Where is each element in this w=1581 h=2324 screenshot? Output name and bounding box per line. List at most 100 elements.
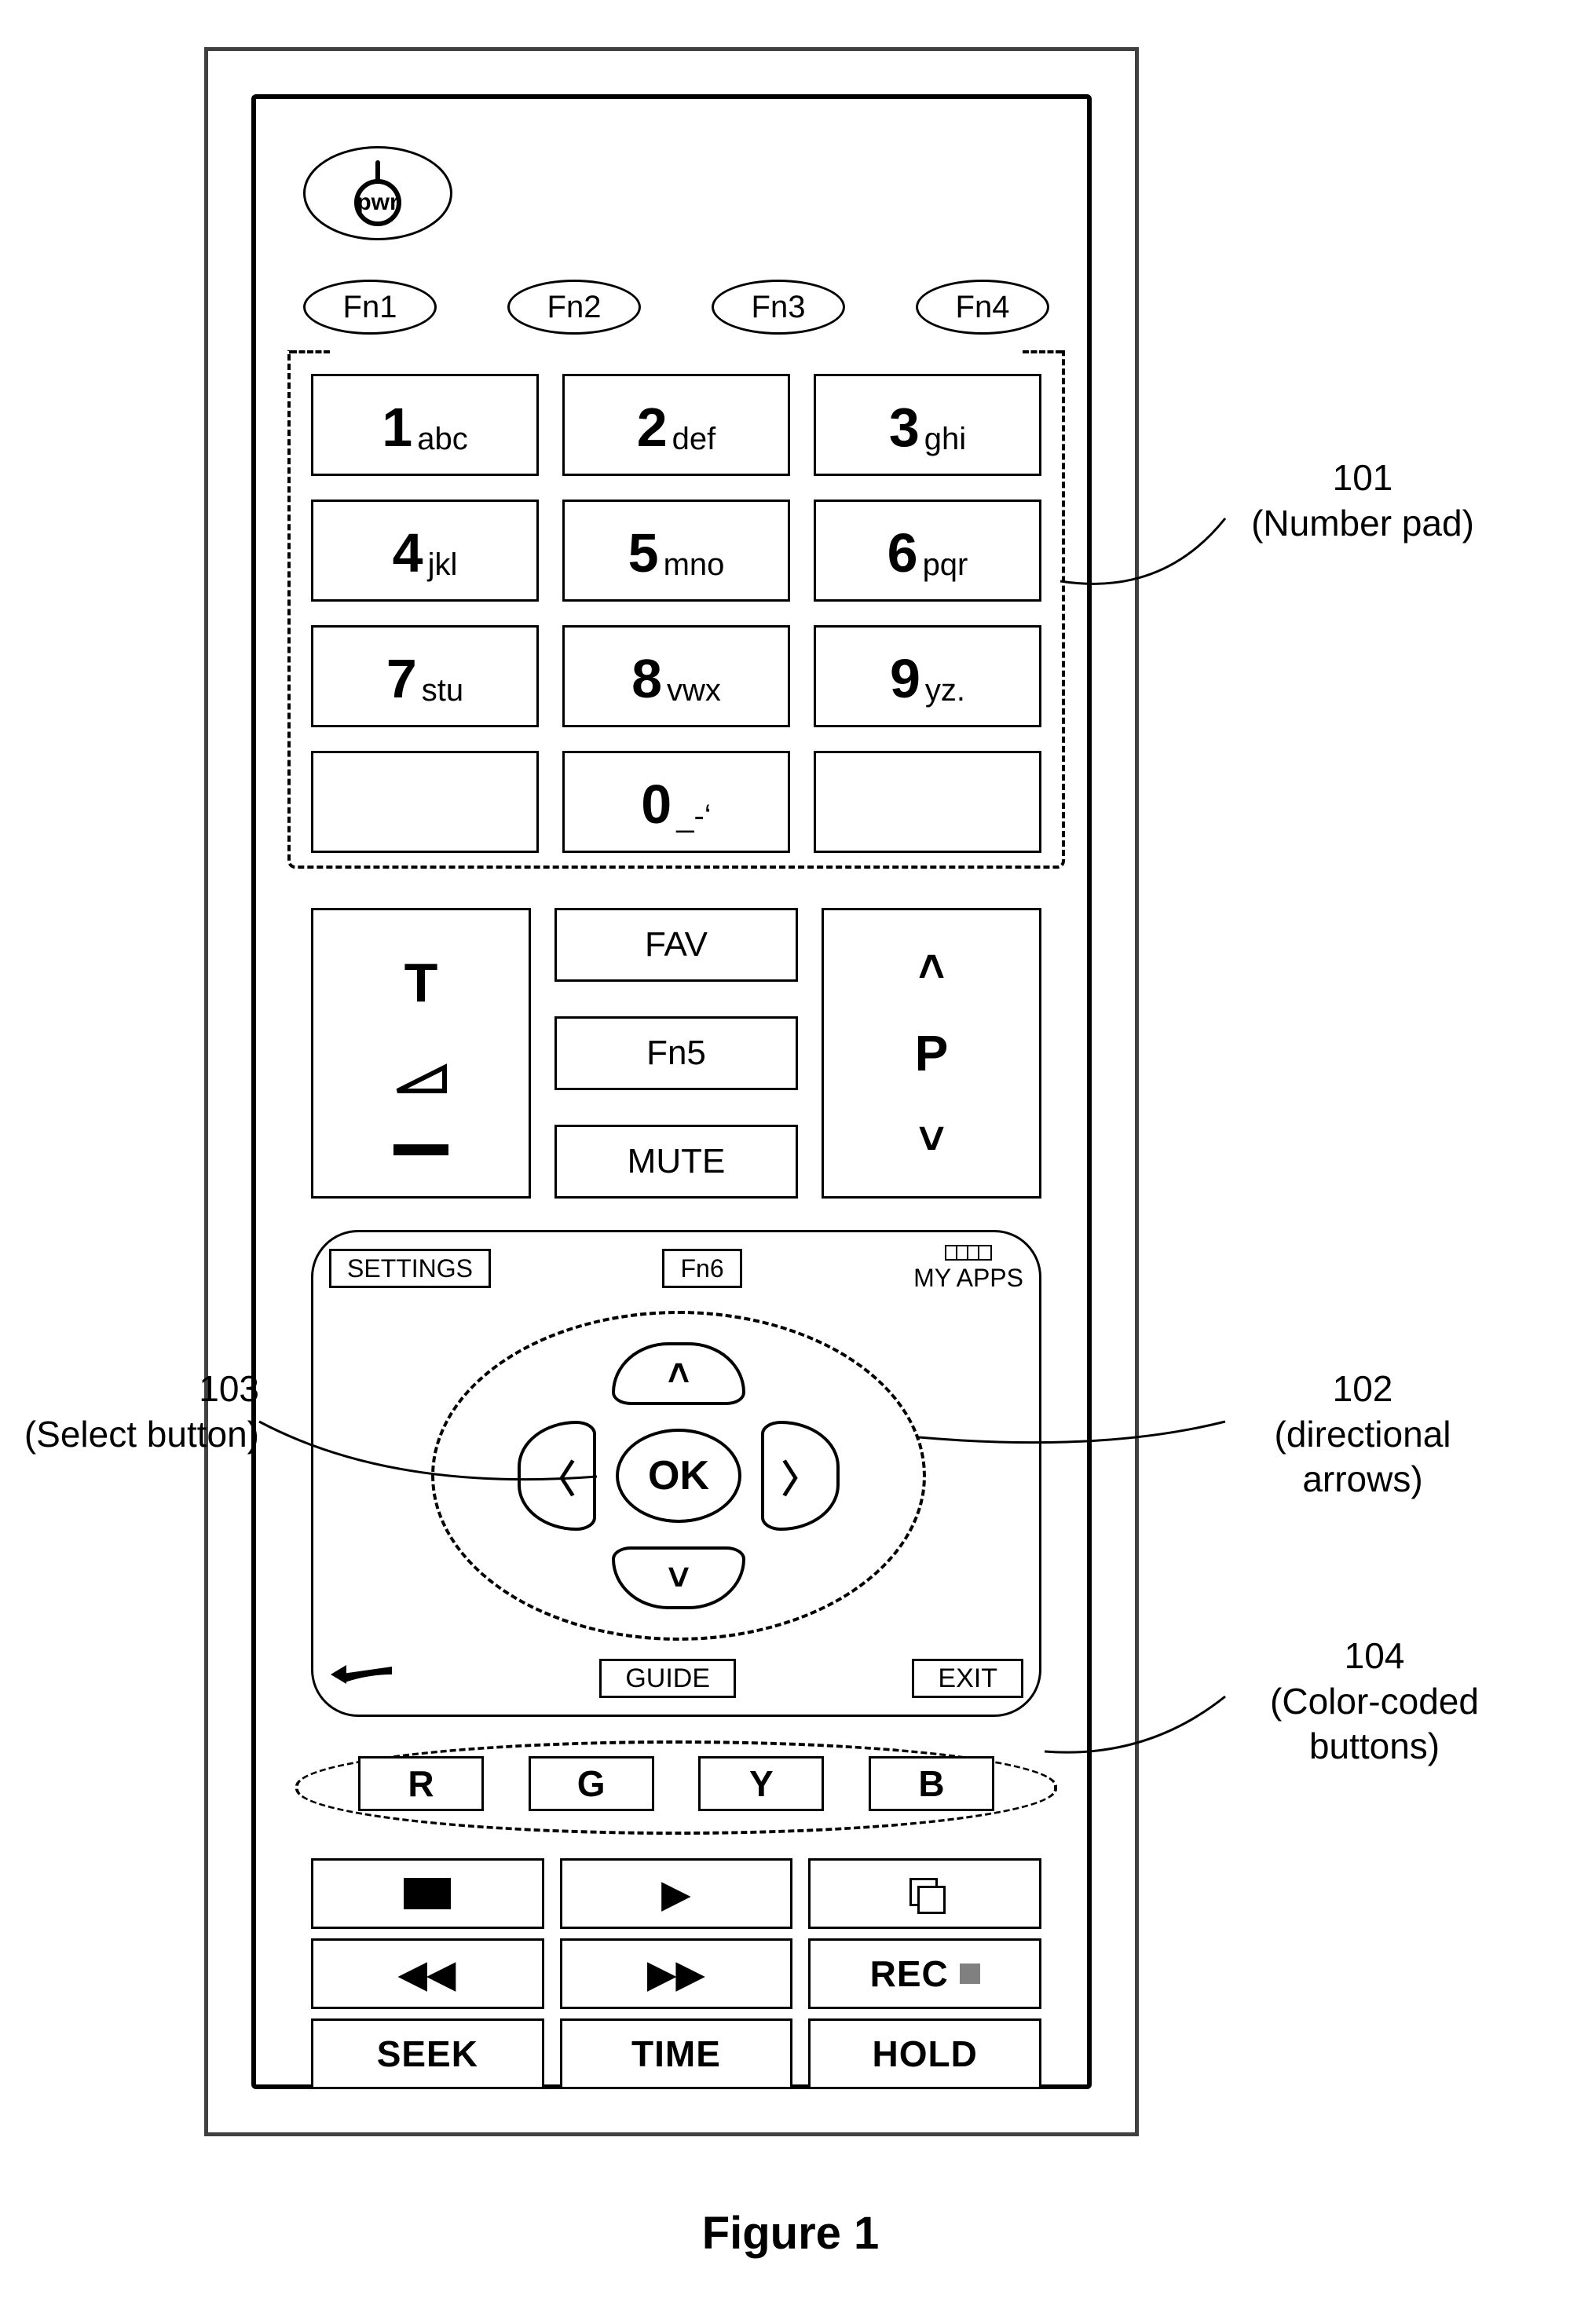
numkey-digit: 1: [382, 376, 412, 478]
fn5-button[interactable]: Fn5: [554, 1016, 798, 1090]
annotation-101: 101 (Number pad): [1225, 456, 1500, 546]
time-button[interactable]: TIME: [560, 2018, 793, 2089]
hold-label: HOLD: [872, 2033, 977, 2075]
fn2-button[interactable]: Fn2: [507, 280, 641, 335]
numkey-6[interactable]: 6pqr: [814, 500, 1041, 602]
playback-grid: ▶ ◀◀ ▶▶ REC SEEK TIME HOLD: [311, 1858, 1041, 2089]
annotation-103-text: (Select button): [24, 1412, 259, 1458]
numkey-digit: 6: [887, 502, 918, 604]
numkey-0[interactable]: 0_-‘: [562, 751, 790, 853]
play-button[interactable]: ▶: [560, 1858, 793, 1929]
numkey-letters: _-‘: [676, 765, 711, 867]
numkey-letters: jkl: [428, 514, 458, 616]
stop-button[interactable]: [311, 1858, 544, 1929]
numkey-letters: pqr: [923, 514, 968, 616]
numkey-1[interactable]: 1abc: [311, 374, 539, 476]
settings-button[interactable]: SETTINGS: [329, 1249, 491, 1288]
green-button[interactable]: G: [529, 1756, 654, 1811]
red-button[interactable]: R: [358, 1756, 484, 1811]
fn1-button[interactable]: Fn1: [303, 280, 437, 335]
dpad-down-button[interactable]: ˅: [612, 1546, 745, 1609]
dpad-left-button[interactable]: 〈: [518, 1421, 596, 1531]
fn5-label: Fn5: [646, 1034, 706, 1073]
seek-button[interactable]: SEEK: [311, 2018, 544, 2089]
rec-label: REC: [870, 1953, 949, 1995]
myapps-button[interactable]: MY APPS: [913, 1245, 1023, 1293]
time-label: TIME: [631, 2033, 721, 2075]
vol-down-icon: [393, 1144, 448, 1155]
numkey-digit: 0: [641, 753, 672, 855]
power-button[interactable]: pwr: [303, 146, 452, 240]
fn-row: Fn1 Fn2 Fn3 Fn4: [303, 280, 1049, 335]
numkey-digit: 7: [386, 628, 417, 730]
red-label: R: [408, 1762, 434, 1805]
fn3-button[interactable]: Fn3: [712, 280, 845, 335]
exit-label: EXIT: [938, 1663, 997, 1694]
back-button[interactable]: [329, 1659, 423, 1699]
numkey-9[interactable]: 9yz.: [814, 625, 1041, 727]
annotation-103-num: 103: [24, 1367, 259, 1412]
numkey-2[interactable]: 2def: [562, 374, 790, 476]
numkey-5[interactable]: 5mno: [562, 500, 790, 602]
volume-rocker[interactable]: T: [311, 908, 531, 1199]
numkey-4[interactable]: 4jkl: [311, 500, 539, 602]
numkey-3[interactable]: 3ghi: [814, 374, 1041, 476]
page: pwr Fn1 Fn2 Fn3 Fn4 1abc2def3ghi4jkl5mno…: [0, 0, 1581, 2324]
numkey-letters: vwx: [667, 639, 721, 741]
prog-label: P: [915, 1024, 949, 1082]
back-arrow-icon: [329, 1659, 400, 1690]
mute-label: MUTE: [628, 1142, 726, 1181]
dpad-up-button[interactable]: ˄: [612, 1342, 745, 1405]
yellow-button[interactable]: Y: [698, 1756, 824, 1811]
numkey-letters: stu: [422, 639, 463, 741]
annotation-101-text: (Number pad): [1225, 501, 1500, 547]
green-label: G: [577, 1762, 606, 1805]
numkey-letters: abc: [417, 388, 468, 490]
fav-button[interactable]: FAV: [554, 908, 798, 982]
fn4-label: Fn4: [956, 290, 1010, 325]
numkey-letters: ghi: [924, 388, 966, 490]
color-button-row: R G Y B: [358, 1756, 994, 1811]
rewind-button[interactable]: ◀◀: [311, 1938, 544, 2009]
ffwd-button[interactable]: ▶▶: [560, 1938, 793, 2009]
chevron-down-icon: ˅: [668, 1557, 690, 1600]
exit-button[interactable]: EXIT: [912, 1659, 1023, 1698]
numkey-blank[interactable]: [814, 751, 1041, 853]
rec-button[interactable]: REC: [808, 1938, 1041, 2009]
mute-button[interactable]: MUTE: [554, 1125, 798, 1199]
blue-button[interactable]: B: [869, 1756, 994, 1811]
numkey-letters: yz.: [925, 639, 965, 741]
numkey-7[interactable]: 7stu: [311, 625, 539, 727]
numkey-digit: 2: [637, 376, 668, 478]
fn4-button[interactable]: Fn4: [916, 280, 1049, 335]
mid-section: T FAV Fn5 MUTE ˄ P ˅: [311, 908, 1041, 1199]
prog-down-icon: ˅: [918, 1113, 945, 1166]
annotation-104: 104 (Color-coded buttons): [1225, 1634, 1524, 1770]
dpad-right-button[interactable]: 〉: [761, 1421, 840, 1531]
yellow-label: Y: [749, 1762, 774, 1805]
guide-button[interactable]: GUIDE: [599, 1659, 736, 1698]
prog-up-icon: ˄: [918, 941, 945, 994]
hold-button[interactable]: HOLD: [808, 2018, 1041, 2089]
vol-mid-icon: [393, 1063, 448, 1095]
numkey-digit: 9: [890, 628, 920, 730]
fav-label: FAV: [645, 925, 708, 964]
chevron-up-icon: ˄: [668, 1352, 690, 1396]
fn3-label: Fn3: [752, 290, 806, 325]
numkey-digit: 5: [628, 502, 659, 604]
nav-pod: SETTINGS Fn6 MY APPS ˄ ˅ 〈 〉 OK GUIDE: [311, 1230, 1041, 1717]
annotation-102-num: 102: [1225, 1367, 1500, 1412]
guide-label: GUIDE: [625, 1663, 710, 1694]
program-rocker[interactable]: ˄ P ˅: [822, 908, 1041, 1199]
annotation-104-num: 104: [1225, 1634, 1524, 1679]
numkey-blank[interactable]: [311, 751, 539, 853]
annotation-101-num: 101: [1225, 456, 1500, 501]
fn6-button[interactable]: Fn6: [662, 1249, 741, 1288]
power-icon: pwr: [354, 160, 401, 226]
pip-button[interactable]: [808, 1858, 1041, 1929]
stop-icon: [404, 1878, 451, 1909]
numkey-8[interactable]: 8vwx: [562, 625, 790, 727]
annotation-102: 102 (directional arrows): [1225, 1367, 1500, 1502]
rewind-icon: ◀◀: [399, 1953, 456, 1995]
ok-button[interactable]: OK: [616, 1429, 741, 1523]
